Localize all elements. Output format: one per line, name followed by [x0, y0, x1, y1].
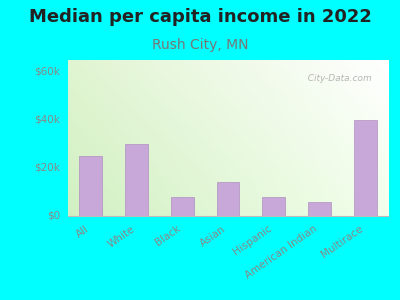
Text: City-Data.com: City-Data.com: [302, 74, 371, 83]
Bar: [262, 197, 285, 216]
Text: Rush City, MN: Rush City, MN: [152, 38, 248, 52]
Bar: [354, 120, 376, 216]
Bar: [125, 144, 148, 216]
Text: $20k: $20k: [34, 163, 60, 173]
Text: $60k: $60k: [34, 67, 60, 77]
Bar: [216, 182, 240, 216]
Text: $0: $0: [47, 211, 60, 221]
Bar: [80, 156, 102, 216]
Bar: [308, 202, 331, 216]
Text: Median per capita income in 2022: Median per capita income in 2022: [28, 8, 372, 26]
Bar: [171, 197, 194, 216]
Text: $40k: $40k: [34, 115, 60, 125]
